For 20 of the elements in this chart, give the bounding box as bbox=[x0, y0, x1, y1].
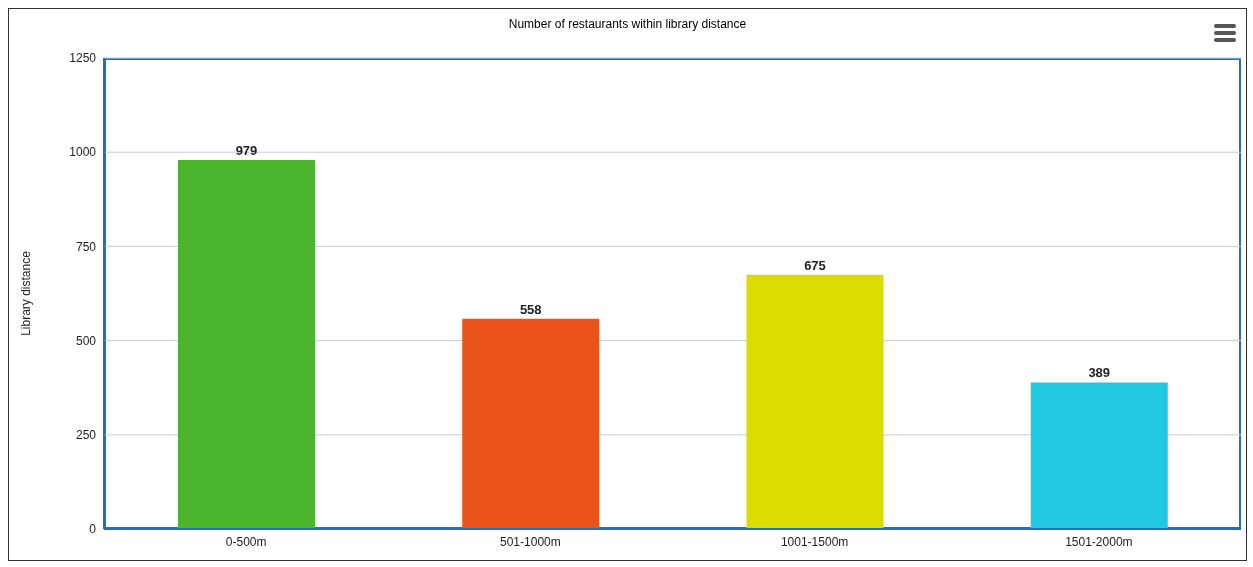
bar bbox=[462, 318, 600, 529]
data-label: 558 bbox=[519, 301, 542, 317]
data-label: 389 bbox=[1088, 365, 1111, 381]
y-tick-label: 250 bbox=[75, 428, 97, 443]
x-tick-label: 501-1000m bbox=[500, 534, 561, 549]
bar bbox=[746, 274, 884, 529]
bar bbox=[1030, 382, 1168, 529]
y-tick-label: 1000 bbox=[69, 145, 97, 160]
x-tick-label: 1501-2000m bbox=[1065, 534, 1133, 549]
y-axis-title: Library distance bbox=[19, 250, 34, 336]
y-tick-label: 750 bbox=[75, 239, 97, 254]
bar bbox=[178, 160, 315, 529]
x-tick-label: 1001-1500m bbox=[780, 534, 849, 549]
chart-title: Number of restaurants within library distance bbox=[507, 17, 748, 31]
y-tick-label: 500 bbox=[75, 333, 97, 348]
data-label: 675 bbox=[804, 257, 826, 273]
x-tick-label: 0-500m bbox=[225, 534, 267, 549]
y-tick-label: 0 bbox=[89, 522, 97, 537]
data-label: 979 bbox=[235, 143, 258, 159]
y-tick-label: 1250 bbox=[69, 51, 97, 66]
